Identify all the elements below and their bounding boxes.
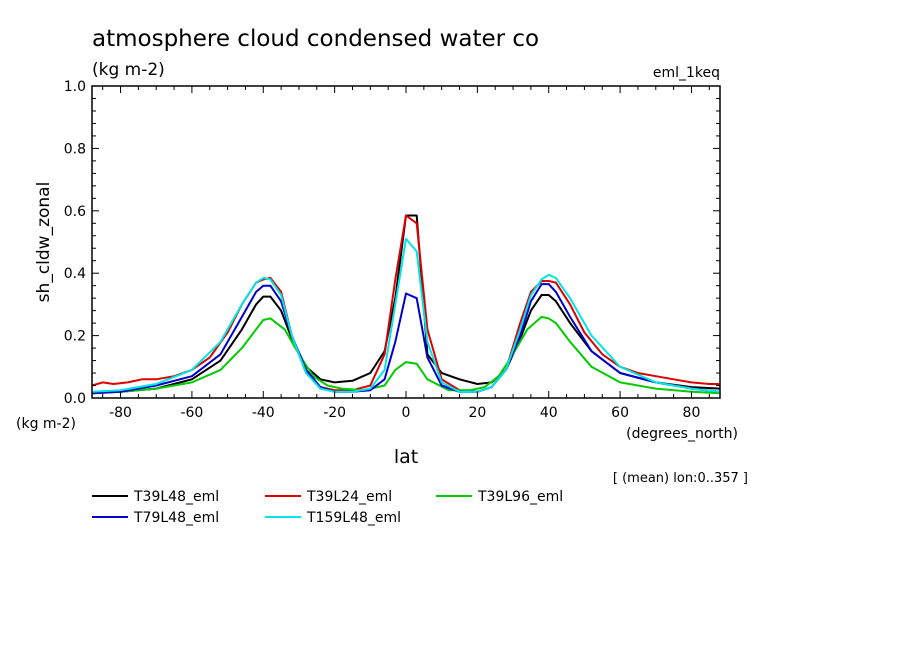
- legend-label-2: T39L96_eml: [477, 489, 563, 505]
- y-tick-label: 0.0: [64, 391, 86, 407]
- legend: T39L48_eml T39L24_eml T39L96_eml T79L48_eml…: [92, 489, 563, 526]
- legend-label-0: T39L48_eml: [133, 489, 219, 505]
- series-line-1: [91, 214, 720, 393]
- series-line-4: [91, 237, 721, 393]
- x-tick-label: -80: [109, 405, 132, 421]
- y-units-corner: (kg m-2): [16, 416, 76, 432]
- y-tick-label: 0.6: [64, 204, 86, 220]
- x-tick-label: -20: [323, 405, 346, 421]
- x-tick-label: 80: [683, 405, 701, 421]
- legend-label-4: T159L48_eml: [306, 510, 401, 526]
- series-line-2: [91, 315, 721, 395]
- axes: -80 -60 -40 -20 0 20 40 60 80 0.0 0.2 0.4 0.6 0.8 1.0: [64, 79, 721, 421]
- series-lines: [91, 214, 721, 395]
- chart-title: atmosphere cloud condensed water co: [92, 26, 539, 52]
- chart-units-label: (kg m-2): [92, 60, 165, 80]
- y-tick-label: 0.8: [64, 141, 86, 157]
- y-tick-label: 1.0: [64, 79, 86, 95]
- x-tick-label: 40: [540, 405, 558, 421]
- x-tick-label: -60: [180, 405, 203, 421]
- y-tick-label: 0.2: [64, 329, 86, 345]
- y-tick-label: 0.4: [64, 266, 86, 282]
- x-tick-label: 0: [402, 405, 411, 421]
- legend-label-3: T79L48_eml: [133, 510, 219, 526]
- footnote: [ (mean) lon:0..357 ]: [613, 471, 748, 486]
- x-axis-label: lat: [394, 446, 418, 468]
- x-tick-label: -40: [252, 405, 275, 421]
- x-axis-units: (degrees_north): [626, 426, 738, 442]
- dataset-label: eml_1keq: [653, 65, 720, 81]
- x-tick-label: 60: [611, 405, 629, 421]
- x-tick-label: 20: [468, 405, 486, 421]
- series-line-3: [91, 283, 721, 395]
- y-axis-label: sh_cldw_zonal: [34, 182, 54, 303]
- legend-label-1: T39L24_eml: [306, 489, 392, 505]
